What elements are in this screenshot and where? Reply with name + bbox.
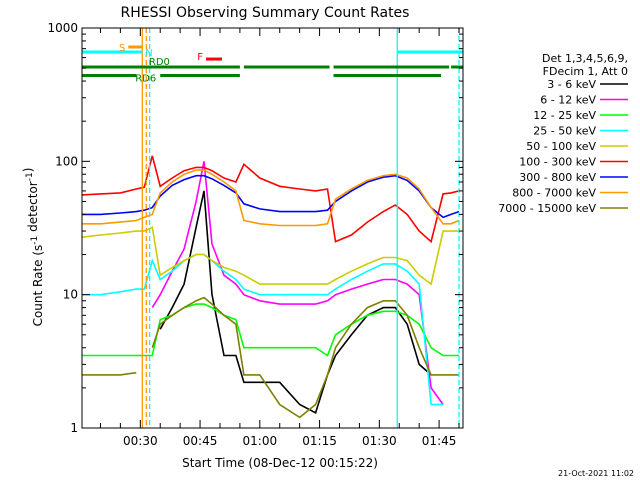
x-tick-label: 01:15 [302,434,337,448]
y-tick-label: 1000 [47,21,78,35]
x-tick-label: 00:30 [123,434,158,448]
legend-label: 7000 - 15000 keV [498,202,596,215]
x-axis: 00:30 00:45 01:00 01:15 01:30 01:45 [99,28,460,448]
y-axis: 1 10 100 1000 [47,21,463,435]
plot-area: S N F RD0 RD6 [81,27,464,429]
flag-label-rd6: RD6 [135,74,156,85]
x-axis-label: Start Time (08-Dec-12 00:15:22) [182,456,378,470]
legend-label: 100 - 300 keV [519,156,596,169]
legend-header-line: FDecim 1, Att 0 [543,65,628,78]
legend: Det 1,3,4,5,6,9,FDecim 1, Att 03 - 6 keV… [498,52,628,215]
x-tick-label: 01:00 [243,434,278,448]
flag-label-s: S [119,43,125,54]
y-tick-label: 1 [70,421,78,435]
legend-label: 6 - 12 keV [540,94,596,107]
y-tick-label: 100 [55,154,78,168]
legend-header-line: Det 1,3,4,5,6,9, [542,52,628,65]
x-tick-label: 01:45 [422,434,457,448]
flag-label-f: F [197,52,203,63]
chart-title: RHESSI Observing Summary Count Rates [121,5,410,21]
series-line-8 [82,169,460,227]
legend-label: 12 - 25 keV [533,109,596,122]
x-tick-label: 01:30 [362,434,397,448]
series-line-1 [159,190,432,414]
series-line-6 [82,155,460,244]
y-axis-label: Count Rate (s-1 detector-1) [21,168,45,327]
flag-label-rd0: RD0 [149,57,170,68]
x-tick-label: 00:45 [183,434,218,448]
legend-label: 800 - 7000 keV [512,187,596,200]
legend-label: 50 - 100 keV [526,140,596,153]
y-tick-label: 10 [63,288,78,302]
generation-timestamp: 21-Oct-2021 11:02 [558,469,634,478]
legend-label: 3 - 6 keV [547,78,596,91]
series-line-7 [82,174,460,219]
series-line-5 [82,226,459,286]
plot-frame [81,27,464,429]
flag-label-n: N [145,48,152,59]
legend-label: 25 - 50 keV [533,125,596,138]
legend-label: 300 - 800 keV [519,171,596,184]
plot-content [82,28,463,428]
series-line-9 [82,296,459,419]
